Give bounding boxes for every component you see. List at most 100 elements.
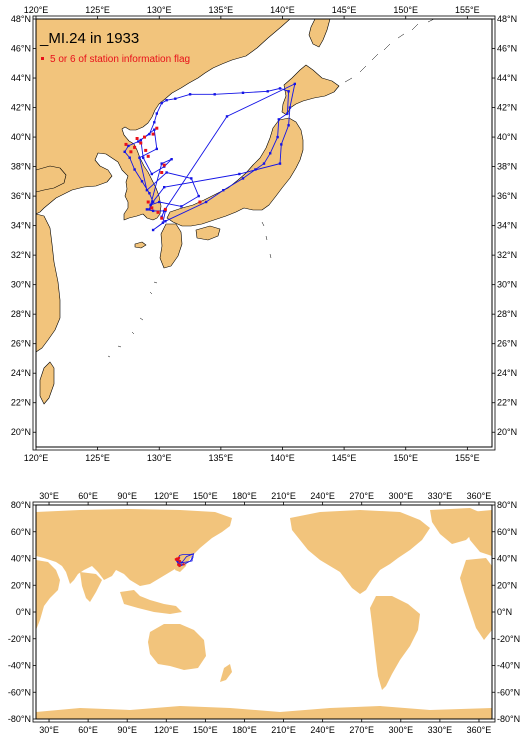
track-point-12 <box>276 135 279 139</box>
shandong-peninsula <box>36 165 67 193</box>
track-point-44 <box>138 156 141 159</box>
regional-lon-label-top-6: 150°E <box>393 5 418 15</box>
global-flagged-points <box>174 556 185 567</box>
global-lat-label-right-7: 60°N <box>497 527 517 537</box>
regional-lat-label-right-10: 40°N <box>497 132 517 142</box>
regional-lon-label-bottom-3: 135°E <box>209 453 234 463</box>
regional-track-points <box>123 82 296 232</box>
regional-lon-label-bottom-6: 150°E <box>393 453 418 463</box>
regional-lat-label-right-0: 20°N <box>497 427 517 437</box>
track-point-0 <box>145 208 149 211</box>
global-lon-label-bottom-1: 60°E <box>78 725 98 735</box>
track-point-3 <box>161 221 165 224</box>
global-lat-label-left-8: 80°N <box>11 500 31 510</box>
flagged-point-14 <box>163 207 167 211</box>
regional-lon-label-top-4: 140°E <box>270 5 295 15</box>
track-point-42 <box>153 128 156 131</box>
regional-lat-label-left-3: 26°N <box>11 339 31 349</box>
africa-arabia <box>36 560 60 630</box>
regional-lat-label-left-8: 36°N <box>11 191 31 201</box>
track-point-5 <box>164 220 167 223</box>
india <box>80 572 102 602</box>
regional-lat-label-left-2: 24°N <box>11 368 31 378</box>
regional-lon-label-bottom-1: 125°E <box>85 453 110 463</box>
track-point-16 <box>278 87 282 90</box>
global-lon-label-bottom-10: 330°E <box>428 725 453 735</box>
regional-lon-label-bottom-4: 140°E <box>270 453 295 463</box>
track-point-21 <box>174 97 177 100</box>
regional-lat-label-left-9: 38°N <box>11 162 31 172</box>
global-lat-label-right-0: -80°N <box>497 714 520 724</box>
track-point-51 <box>149 203 152 207</box>
flagged-point-17 <box>144 148 148 152</box>
global-lon-label-bottom-6: 210°E <box>271 725 296 735</box>
global-lon-label-top-8: 270°E <box>349 491 374 501</box>
global-lon-label-top-9: 300°E <box>388 491 413 501</box>
regional-lat-label-right-12: 44°N <box>497 73 517 83</box>
track-point-40 <box>142 156 145 159</box>
flagged-point-4 <box>155 126 159 130</box>
sakhalin <box>308 19 331 48</box>
track-point-27 <box>137 140 140 143</box>
regional-lon-label-bottom-5: 145°E <box>332 453 357 463</box>
track-point-43 <box>155 147 158 151</box>
new-zealand <box>220 664 232 682</box>
regional-lat-label-right-6: 32°N <box>497 250 517 260</box>
flagged-point-7 <box>146 154 150 158</box>
global-lon-label-bottom-8: 270°E <box>349 725 374 735</box>
track-point-34 <box>151 200 155 204</box>
regional-lon-label-top-2: 130°E <box>147 5 172 15</box>
regional-lat-label-left-4: 28°N <box>11 309 31 319</box>
regional-lon-label-top-7: 155°E <box>455 5 480 15</box>
hokkaido <box>281 64 340 116</box>
regional-frame-outer <box>32 15 496 451</box>
izu-islands <box>261 221 272 259</box>
flagged-point-6 <box>129 150 133 154</box>
track-point-48 <box>197 194 200 198</box>
track-point-15 <box>287 90 290 93</box>
flagged-point-13 <box>160 216 164 220</box>
global-flagged-point-16 <box>175 558 178 561</box>
global-flagged-point-17 <box>176 558 179 561</box>
track-point-54 <box>278 162 282 165</box>
track-point-41 <box>139 138 142 142</box>
global-lat-label-right-6: 40°N <box>497 554 517 564</box>
honshu <box>166 117 304 227</box>
global-lat-label-right-3: -20°N <box>497 634 520 644</box>
flagged-point-9 <box>160 171 164 174</box>
regional-lat-label-left-10: 40°N <box>11 132 31 142</box>
track-point-7 <box>222 189 225 192</box>
legend-label: 5 or 6 of station information flag <box>50 54 190 65</box>
global-flagged-point-14 <box>179 564 181 567</box>
track-point-57 <box>288 106 292 109</box>
regional-lat-label-right-2: 24°N <box>497 368 517 378</box>
track-point-49 <box>180 205 183 208</box>
regional-lon-label-top-5: 145°E <box>332 5 357 15</box>
global-axis-ticks: 30°E 30°E 60°E 60°E 90°E 90°E 120°E 120°E 150°E 1… <box>8 491 520 735</box>
regional-lat-label-right-1: 22°N <box>497 398 517 408</box>
regional-lat-label-right-4: 28°N <box>497 309 517 319</box>
regional-lon-label-bottom-2: 130°E <box>147 453 172 463</box>
global-lat-label-left-1: -60°N <box>8 687 31 697</box>
regional-land <box>36 19 435 405</box>
regional-lat-label-right-8: 36°N <box>497 191 517 201</box>
regional-lon-label-bottom-7: 155°E <box>455 453 480 463</box>
track-point-32 <box>140 180 144 183</box>
flagged-point-2 <box>143 135 146 139</box>
regional-lat-label-left-12: 44°N <box>11 73 31 83</box>
regional-lon-label-bottom-0: 120°E <box>24 453 49 463</box>
regional-lat-label-left-5: 30°N <box>11 280 31 290</box>
china-south-coast <box>36 213 61 353</box>
track-point-28 <box>127 144 130 148</box>
global-lat-label-right-4: 0°N <box>497 607 512 617</box>
flagged-point-0 <box>139 141 143 145</box>
track-point-22 <box>165 99 168 102</box>
regional-map: 120°E 120°E 125°E 125°E 130°E 130°E 135°E 135°E… <box>11 5 517 463</box>
regional-axis-ticks: 120°E 120°E 125°E 125°E 130°E 130°E 135°E 135°E… <box>11 5 517 463</box>
global-lat-label-right-2: -40°N <box>497 661 520 671</box>
track-point-17 <box>266 90 269 93</box>
track-point-13 <box>277 118 280 121</box>
jeju-island <box>134 241 147 249</box>
global-lon-label-bottom-9: 300°E <box>388 725 413 735</box>
